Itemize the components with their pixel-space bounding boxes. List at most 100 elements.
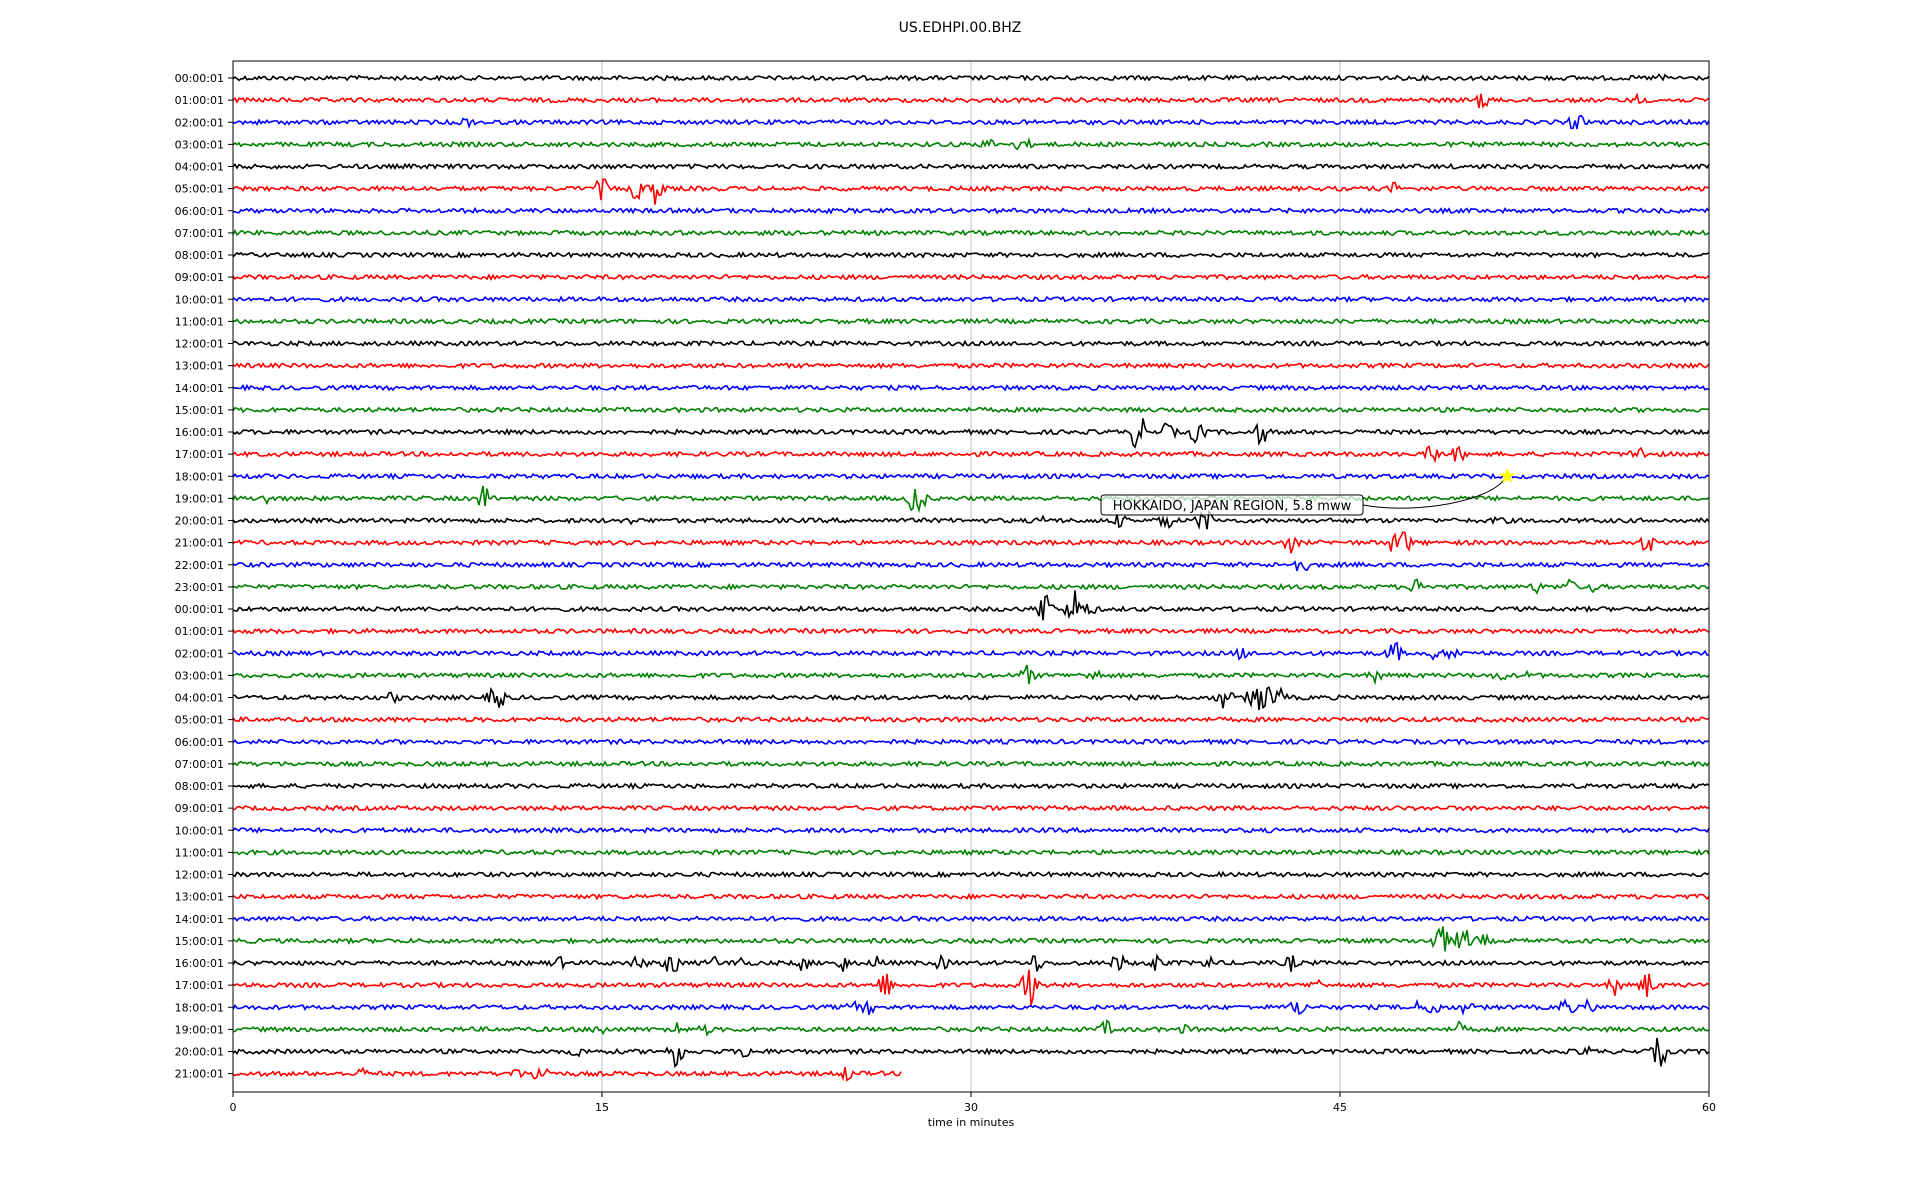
trace-29 — [232, 715, 1710, 724]
x-tick-label: 15 — [595, 1101, 609, 1114]
row-label: 21:00:01 — [175, 1068, 224, 1081]
x-tick-label: 45 — [1333, 1101, 1347, 1114]
trace-6 — [233, 206, 1710, 215]
trace-45 — [232, 1066, 902, 1082]
row-label: 21:00:01 — [175, 537, 224, 550]
row-label: 01:00:01 — [175, 94, 224, 107]
trace-25 — [232, 627, 1710, 635]
trace-39 — [232, 926, 1710, 952]
trace-23 — [232, 578, 1710, 595]
row-label: 14:00:01 — [175, 913, 224, 926]
row-label: 03:00:01 — [175, 138, 224, 151]
row-label: 02:00:01 — [175, 647, 224, 660]
trace-4 — [232, 162, 1710, 171]
row-label: 06:00:01 — [175, 205, 224, 218]
row-label: 19:00:01 — [175, 492, 224, 505]
trace-24 — [232, 590, 1710, 621]
row-label: 12:00:01 — [175, 338, 224, 351]
trace-19 — [232, 485, 1710, 514]
x-tick-label: 60 — [1702, 1101, 1716, 1114]
row-label: 15:00:01 — [175, 935, 224, 948]
trace-16 — [232, 418, 1710, 449]
trace-31 — [232, 760, 1710, 768]
trace-8 — [232, 251, 1710, 259]
row-label: 13:00:01 — [175, 360, 224, 373]
row-label: 01:00:01 — [175, 625, 224, 638]
row-label: 09:00:01 — [175, 802, 224, 815]
trace-26 — [232, 641, 1709, 661]
trace-18 — [232, 472, 1710, 481]
row-label: 17:00:01 — [175, 979, 224, 992]
row-label: 14:00:01 — [175, 382, 224, 395]
x-axis-label: time in minutes — [928, 1116, 1015, 1129]
row-label: 06:00:01 — [175, 736, 224, 749]
row-label: 23:00:01 — [175, 581, 224, 594]
row-label: 16:00:01 — [175, 426, 224, 439]
x-tick-label: 0 — [230, 1101, 237, 1114]
trace-43 — [233, 1018, 1710, 1037]
trace-11 — [232, 317, 1710, 326]
row-label: 16:00:01 — [175, 957, 224, 970]
row-label: 08:00:01 — [175, 780, 224, 793]
row-label: 12:00:01 — [175, 869, 224, 882]
trace-9 — [232, 273, 1710, 281]
annotation-leader — [1362, 478, 1505, 509]
trace-33 — [232, 804, 1710, 812]
row-label: 11:00:01 — [175, 315, 224, 328]
row-label: 07:00:01 — [175, 758, 224, 771]
row-label: 04:00:01 — [175, 161, 224, 174]
trace-12 — [232, 339, 1710, 348]
row-label: 18:00:01 — [175, 470, 224, 483]
row-label: 20:00:01 — [175, 1046, 224, 1059]
row-label: 09:00:01 — [175, 271, 224, 284]
row-label: 05:00:01 — [175, 183, 224, 196]
event-star-marker — [1499, 467, 1516, 484]
row-label: 19:00:01 — [175, 1023, 224, 1036]
trace-3 — [232, 136, 1710, 151]
trace-32 — [232, 782, 1710, 791]
trace-27 — [232, 664, 1710, 686]
row-label: 10:00:01 — [175, 293, 224, 306]
trace-10 — [232, 295, 1710, 304]
row-label: 07:00:01 — [175, 227, 224, 240]
row-label: 10:00:01 — [175, 824, 224, 837]
row-label: 04:00:01 — [175, 692, 224, 705]
trace-5 — [232, 178, 1710, 205]
trace-14 — [232, 383, 1710, 392]
trace-15 — [232, 406, 1710, 414]
row-label: 15:00:01 — [175, 404, 224, 417]
trace-20 — [232, 509, 1710, 531]
row-label: 17:00:01 — [175, 448, 224, 461]
trace-17 — [232, 445, 1710, 464]
row-label: 22:00:01 — [175, 559, 224, 572]
trace-34 — [232, 826, 1710, 834]
row-label: 20:00:01 — [175, 515, 224, 528]
trace-30 — [232, 737, 1710, 746]
row-label: 05:00:01 — [175, 714, 224, 727]
row-label: 00:00:01 — [175, 603, 224, 616]
trace-38 — [232, 914, 1709, 923]
row-label: 11:00:01 — [175, 846, 224, 859]
trace-40 — [232, 953, 1710, 973]
trace-21 — [232, 531, 1710, 554]
trace-42 — [232, 997, 1710, 1016]
annotation-box — [1100, 494, 1364, 516]
row-label: 08:00:01 — [175, 249, 224, 262]
trace-41 — [232, 969, 1710, 1006]
annotation-label: HOKKAIDO, JAPAN REGION, 5.8 mww — [1113, 499, 1352, 514]
trace-28 — [232, 686, 1710, 711]
trace-44 — [232, 1037, 1710, 1069]
row-label: 02:00:01 — [175, 116, 224, 129]
trace-1 — [232, 92, 1710, 109]
trace-36 — [232, 870, 1710, 879]
row-label: 00:00:01 — [175, 72, 224, 85]
row-label: 03:00:01 — [175, 669, 224, 682]
trace-0 — [232, 73, 1710, 82]
trace-37 — [232, 892, 1710, 901]
x-tick-label: 30 — [964, 1101, 978, 1114]
trace-7 — [232, 228, 1710, 237]
row-label: 18:00:01 — [175, 1001, 224, 1014]
chart-title: US.EDHPI.00.BHZ — [898, 20, 1022, 36]
